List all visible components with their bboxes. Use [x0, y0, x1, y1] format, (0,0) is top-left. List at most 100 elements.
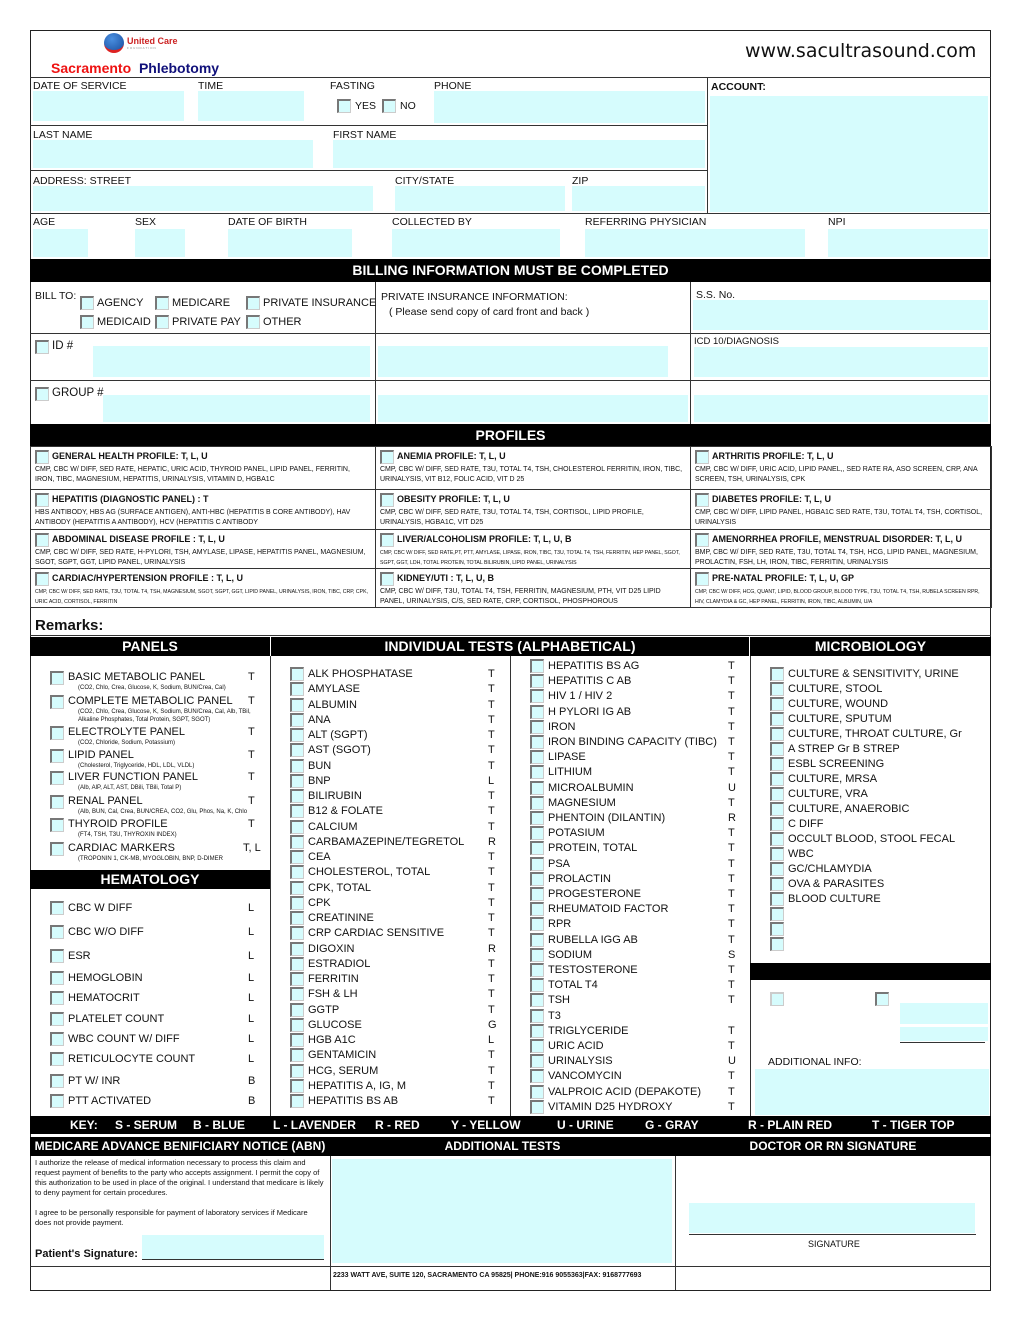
test-checkbox[interactable] [290, 773, 304, 788]
test-checkbox[interactable] [530, 689, 544, 704]
microbiology-checkbox[interactable] [770, 772, 784, 786]
micro-extra-checkbox[interactable] [770, 992, 784, 1006]
test-checkbox[interactable] [290, 743, 304, 758]
microbiology-checkbox[interactable] [770, 877, 784, 891]
hematology-checkbox[interactable] [50, 971, 64, 985]
test-checkbox[interactable] [290, 712, 304, 727]
bill-to-checkbox[interactable] [246, 315, 260, 329]
hematology-checkbox[interactable] [50, 901, 64, 915]
panel-checkbox[interactable] [50, 795, 64, 809]
ss-input[interactable] [693, 300, 988, 330]
profile-checkbox[interactable] [695, 572, 709, 586]
hematology-checkbox[interactable] [50, 1094, 64, 1108]
last-name-input[interactable] [33, 140, 313, 168]
hematology-checkbox[interactable] [50, 1074, 64, 1088]
collected-by-input[interactable] [392, 229, 560, 257]
test-checkbox[interactable] [530, 932, 544, 947]
test-checkbox[interactable] [530, 1039, 544, 1053]
test-checkbox[interactable] [290, 880, 304, 895]
test-checkbox[interactable] [290, 865, 304, 880]
test-checkbox[interactable] [290, 1002, 304, 1017]
test-checkbox[interactable] [530, 978, 544, 993]
test-checkbox[interactable] [290, 834, 304, 849]
npi-input[interactable] [828, 229, 988, 257]
fasting-yes-checkbox[interactable] [337, 99, 351, 113]
test-checkbox[interactable] [530, 704, 544, 719]
sex-input[interactable] [135, 229, 185, 257]
profile-checkbox[interactable] [380, 493, 394, 507]
zip-input[interactable] [572, 186, 705, 211]
insurance-group-input[interactable] [378, 395, 688, 422]
id-checkbox[interactable] [35, 340, 49, 354]
test-checkbox[interactable] [290, 667, 304, 681]
test-checkbox[interactable] [530, 1023, 544, 1038]
test-checkbox[interactable] [290, 789, 304, 803]
first-name-input[interactable] [333, 140, 705, 168]
date-of-service-input[interactable] [33, 91, 184, 121]
test-checkbox[interactable] [530, 841, 544, 856]
microbiology-checkbox[interactable] [770, 802, 784, 816]
test-checkbox[interactable] [530, 795, 544, 810]
profile-checkbox[interactable] [35, 493, 49, 507]
micro-extra-checkbox[interactable] [875, 992, 889, 1006]
test-checkbox[interactable] [530, 1054, 544, 1069]
test-checkbox[interactable] [530, 917, 544, 932]
profile-checkbox[interactable] [35, 572, 49, 586]
test-checkbox[interactable] [530, 993, 544, 1008]
panel-checkbox[interactable] [50, 818, 64, 832]
test-checkbox[interactable] [530, 659, 544, 673]
test-checkbox[interactable] [290, 1063, 304, 1078]
test-checkbox[interactable] [530, 1008, 544, 1023]
micro-extra-input[interactable] [900, 1027, 988, 1041]
test-checkbox[interactable] [530, 674, 544, 689]
website[interactable]: www.sacultrasound.com [745, 40, 977, 62]
test-checkbox[interactable] [290, 804, 304, 819]
test-checkbox[interactable] [530, 856, 544, 871]
bill-to-checkbox[interactable] [155, 296, 169, 310]
test-checkbox[interactable] [290, 1048, 304, 1063]
additional-info-input[interactable] [755, 1069, 989, 1115]
test-checkbox[interactable] [290, 895, 304, 910]
profile-checkbox[interactable] [35, 450, 49, 464]
microbiology-blank-checkbox[interactable] [770, 937, 784, 951]
bill-to-checkbox[interactable] [80, 315, 94, 329]
profile-checkbox[interactable] [695, 450, 709, 464]
group-checkbox[interactable] [35, 387, 49, 401]
profile-checkbox[interactable] [380, 450, 394, 464]
test-checkbox[interactable] [290, 1094, 304, 1108]
microbiology-blank-checkbox[interactable] [770, 922, 784, 936]
test-checkbox[interactable] [530, 1069, 544, 1084]
account-input[interactable] [710, 96, 988, 212]
insurance-id-input[interactable] [378, 346, 668, 377]
panel-checkbox[interactable] [50, 749, 64, 763]
group-extra-input[interactable] [694, 395, 988, 422]
microbiology-checkbox[interactable] [770, 667, 784, 681]
test-checkbox[interactable] [290, 850, 304, 864]
group-input[interactable] [103, 395, 370, 422]
test-checkbox[interactable] [290, 697, 304, 712]
test-checkbox[interactable] [530, 947, 544, 962]
microbiology-checkbox[interactable] [770, 757, 784, 771]
test-checkbox[interactable] [530, 826, 544, 841]
test-checkbox[interactable] [530, 963, 544, 977]
doctor-signature-input[interactable] [689, 1203, 975, 1233]
bill-to-checkbox[interactable] [80, 296, 94, 310]
panel-checkbox[interactable] [50, 671, 64, 685]
referring-physician-input[interactable] [585, 229, 805, 257]
id-input[interactable] [93, 346, 370, 377]
test-checkbox[interactable] [290, 956, 304, 971]
microbiology-checkbox[interactable] [770, 847, 784, 861]
microbiology-checkbox[interactable] [770, 742, 784, 756]
test-checkbox[interactable] [290, 819, 304, 834]
microbiology-checkbox[interactable] [770, 862, 784, 876]
panel-checkbox[interactable] [50, 726, 64, 740]
panel-checkbox[interactable] [50, 771, 64, 785]
profile-checkbox[interactable] [695, 533, 709, 547]
test-checkbox[interactable] [290, 926, 304, 941]
hematology-checkbox[interactable] [50, 991, 64, 1005]
patient-signature-input[interactable] [142, 1235, 324, 1259]
test-checkbox[interactable] [290, 941, 304, 956]
hematology-checkbox[interactable] [50, 1052, 64, 1066]
test-checkbox[interactable] [290, 728, 304, 742]
microbiology-checkbox[interactable] [770, 697, 784, 711]
